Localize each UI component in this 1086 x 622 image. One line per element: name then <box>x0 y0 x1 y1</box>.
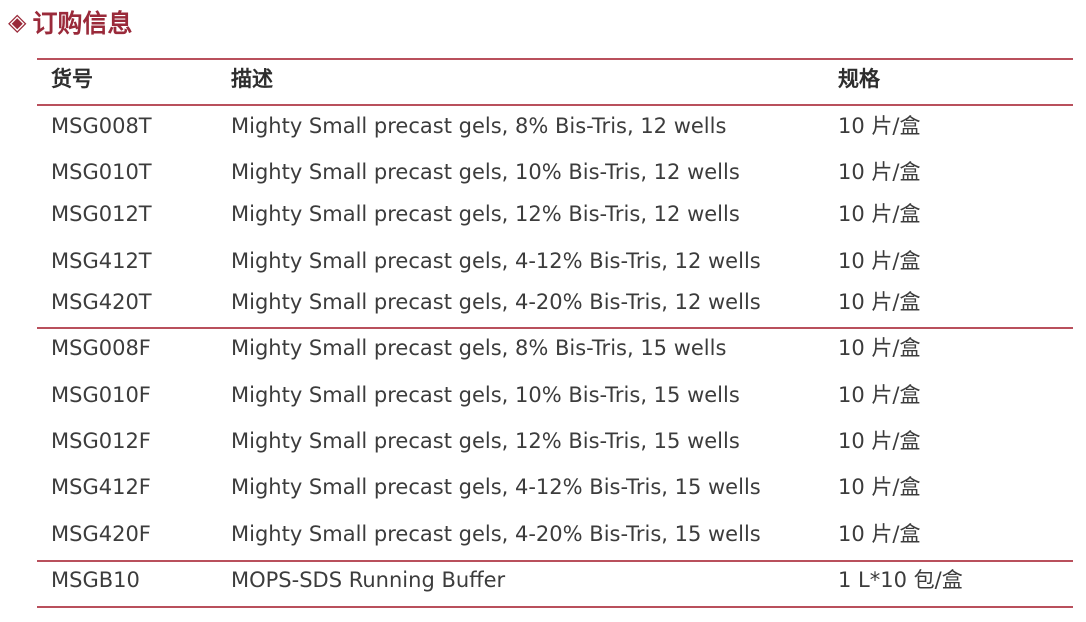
table-row-item-number: MSG012T <box>51 202 152 226</box>
table-row-item-number: MSG420T <box>51 290 152 314</box>
header-specification: 规格 <box>838 67 880 91</box>
table-bottom-rule <box>37 606 1073 608</box>
header-rule <box>37 104 1073 106</box>
table-row-item-number: MSG010F <box>51 383 151 407</box>
table-row-specification: 10 片/盒 <box>838 249 921 273</box>
header-item-number: 货号 <box>51 67 93 91</box>
table-row-description: Mighty Small precast gels, 4-20% Bis-Tri… <box>231 522 761 546</box>
table-row-description: Mighty Small precast gels, 10% Bis-Tris,… <box>231 160 740 184</box>
diamond-icon: ◈ <box>8 8 27 36</box>
table-row-item-number: MSG412T <box>51 249 152 273</box>
table-row-specification: 10 片/盒 <box>838 160 921 184</box>
group-divider-rule <box>37 327 1073 329</box>
table-row-item-number: MSG008F <box>51 336 151 360</box>
section-title: 订购信息 <box>32 9 133 38</box>
table-row-specification: 10 片/盒 <box>838 336 921 360</box>
table-row-description: Mighty Small precast gels, 8% Bis-Tris, … <box>231 336 727 360</box>
table-row-description: Mighty Small precast gels, 4-20% Bis-Tri… <box>231 290 761 314</box>
table-row-item-number: MSG010T <box>51 160 152 184</box>
table-row-description: Mighty Small precast gels, 8% Bis-Tris, … <box>231 114 727 138</box>
table-row-specification: 10 片/盒 <box>838 522 921 546</box>
table-row-item-number: MSG012F <box>51 429 151 453</box>
table-row-item-number: MSG420F <box>51 522 151 546</box>
section-heading: ◈ 订购信息 <box>8 4 132 40</box>
table-row-item-number: MSGB10 <box>51 568 140 592</box>
table-row-specification: 1 L*10 包/盒 <box>838 568 963 592</box>
table-row-specification: 10 片/盒 <box>838 202 921 226</box>
table-row-description: Mighty Small precast gels, 4-12% Bis-Tri… <box>231 249 761 273</box>
table-row-specification: 10 片/盒 <box>838 475 921 499</box>
table-row-description: Mighty Small precast gels, 12% Bis-Tris,… <box>231 202 740 226</box>
table-row-specification: 10 片/盒 <box>838 290 921 314</box>
table-row-specification: 10 片/盒 <box>838 429 921 453</box>
table-row-item-number: MSG008T <box>51 114 152 138</box>
table-row-description: MOPS-SDS Running Buffer <box>231 568 506 592</box>
table-top-rule <box>37 58 1073 60</box>
table-row-item-number: MSG412F <box>51 475 151 499</box>
order-table: 货号 描述 规格 MSG008T Mighty Small precast ge… <box>37 58 1073 608</box>
table-row-specification: 10 片/盒 <box>838 383 921 407</box>
header-description: 描述 <box>231 67 273 91</box>
table-row-description: Mighty Small precast gels, 12% Bis-Tris,… <box>231 429 740 453</box>
table-row-description: Mighty Small precast gels, 10% Bis-Tris,… <box>231 383 740 407</box>
table-row-description: Mighty Small precast gels, 4-12% Bis-Tri… <box>231 475 761 499</box>
group-divider-rule <box>37 560 1073 562</box>
table-row-specification: 10 片/盒 <box>838 114 921 138</box>
